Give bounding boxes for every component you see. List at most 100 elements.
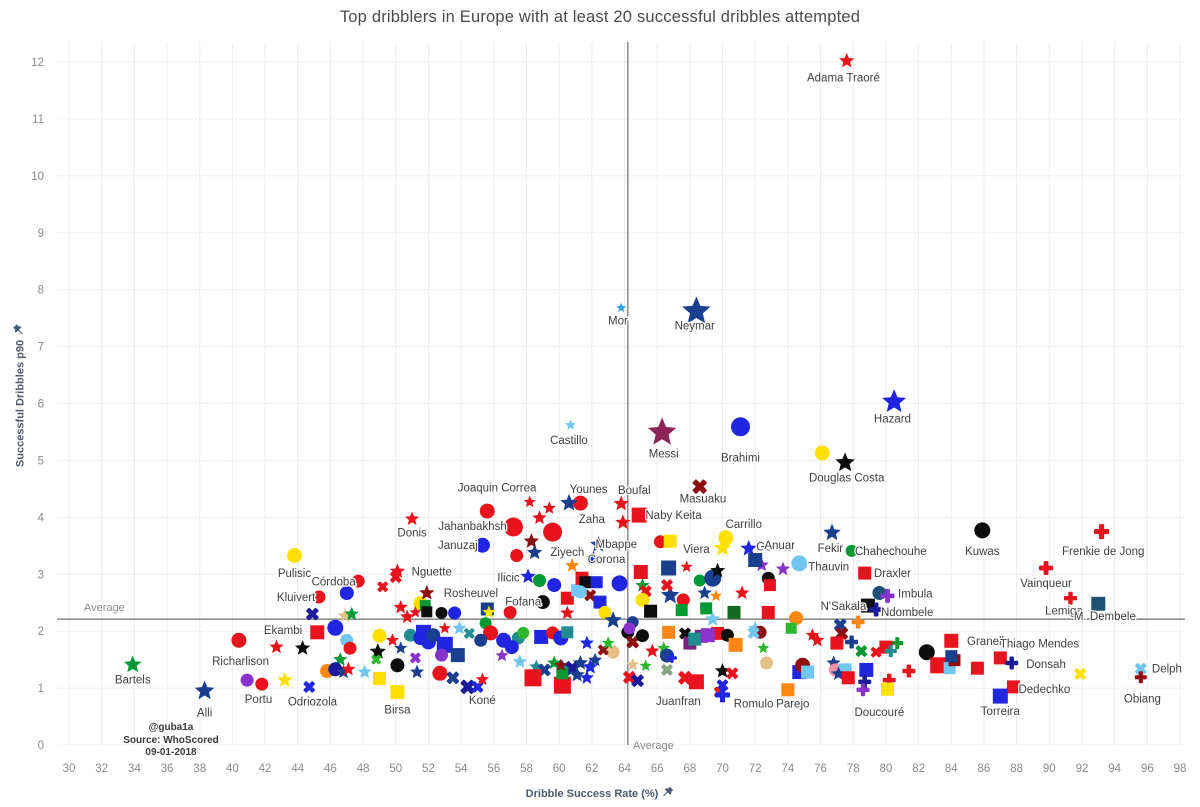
player-marker[interactable]: [1006, 680, 1020, 694]
data-point[interactable]: [881, 682, 894, 696]
data-point[interactable]: [763, 579, 776, 592]
data-point[interactable]: [560, 591, 574, 605]
data-point[interactable]: [676, 624, 694, 642]
data-point[interactable]: [482, 605, 496, 618]
player-marker[interactable]: [791, 555, 808, 572]
player-marker[interactable]: [856, 683, 870, 697]
data-point[interactable]: [810, 632, 825, 647]
data-point[interactable]: [523, 495, 536, 508]
player-marker[interactable]: [845, 544, 858, 557]
data-point[interactable]: [620, 667, 640, 687]
data-point[interactable]: [680, 560, 693, 573]
data-point[interactable]: [709, 562, 726, 578]
data-point[interactable]: [517, 626, 530, 639]
data-point[interactable]: [601, 636, 615, 649]
data-point[interactable]: [452, 620, 467, 635]
player-marker[interactable]: [682, 296, 711, 324]
data-point[interactable]: [830, 615, 850, 635]
data-point[interactable]: [789, 611, 804, 626]
data-point[interactable]: [579, 635, 595, 650]
data-point[interactable]: [688, 674, 704, 690]
data-point[interactable]: [674, 667, 695, 688]
player-marker[interactable]: [974, 522, 991, 539]
data-point[interactable]: [705, 611, 721, 626]
data-point[interactable]: [419, 600, 431, 612]
data-point[interactable]: [814, 445, 830, 461]
data-point[interactable]: [503, 605, 517, 619]
data-point[interactable]: [573, 585, 587, 599]
data-point[interactable]: [565, 558, 580, 572]
data-point[interactable]: [676, 593, 690, 607]
pin-icon[interactable]: [662, 786, 674, 801]
data-point[interactable]: [409, 606, 422, 618]
player-marker[interactable]: [389, 563, 406, 578]
data-point[interactable]: [675, 604, 688, 617]
player-marker[interactable]: [123, 655, 142, 673]
data-point[interactable]: [553, 676, 571, 694]
data-point[interactable]: [474, 633, 488, 647]
player-marker[interactable]: [231, 632, 247, 648]
data-point[interactable]: [255, 677, 269, 691]
data-point[interactable]: [945, 650, 958, 663]
data-point[interactable]: [461, 625, 478, 642]
data-point[interactable]: [714, 662, 731, 678]
data-point[interactable]: [727, 605, 741, 619]
data-point[interactable]: [700, 602, 713, 615]
data-point[interactable]: [658, 661, 676, 679]
player-marker[interactable]: [647, 417, 677, 445]
data-point[interactable]: [661, 560, 677, 576]
data-point[interactable]: [645, 643, 660, 658]
data-point[interactable]: [372, 671, 386, 685]
player-marker[interactable]: [419, 584, 435, 600]
data-point[interactable]: [868, 644, 885, 661]
data-point[interactable]: [604, 611, 622, 628]
data-point[interactable]: [579, 670, 595, 684]
data-point[interactable]: [456, 676, 479, 699]
data-point[interactable]: [409, 664, 425, 679]
player-marker[interactable]: [240, 673, 254, 687]
data-point[interactable]: [294, 640, 311, 655]
data-point[interactable]: [556, 667, 569, 680]
data-point[interactable]: [369, 643, 386, 659]
data-point[interactable]: [390, 658, 405, 673]
data-point[interactable]: [801, 665, 814, 679]
data-point[interactable]: [542, 501, 556, 514]
data-point[interactable]: [413, 631, 428, 645]
data-point[interactable]: [623, 622, 636, 635]
data-point[interactable]: [606, 645, 620, 659]
data-point[interactable]: [757, 641, 770, 654]
player-marker[interactable]: [590, 536, 607, 552]
data-point[interactable]: [644, 604, 658, 618]
data-point[interactable]: [443, 668, 463, 688]
data-point[interactable]: [432, 665, 448, 681]
data-point[interactable]: [374, 578, 391, 595]
player-marker[interactable]: [713, 538, 732, 556]
data-point[interactable]: [385, 633, 400, 646]
player-marker[interactable]: [474, 537, 490, 553]
player-marker[interactable]: [613, 495, 629, 511]
data-point[interactable]: [438, 621, 451, 634]
data-point[interactable]: [663, 534, 677, 548]
player-marker[interactable]: [1091, 596, 1106, 611]
data-point[interactable]: [512, 654, 528, 668]
player-marker[interactable]: [565, 419, 577, 430]
player-marker[interactable]: [731, 417, 750, 437]
player-marker[interactable]: [615, 514, 631, 530]
player-marker[interactable]: [503, 517, 523, 537]
data-point[interactable]: [728, 637, 743, 652]
data-point[interactable]: [697, 585, 712, 600]
player-marker[interactable]: [839, 52, 855, 68]
data-point[interactable]: [277, 672, 293, 687]
data-point[interactable]: [333, 652, 348, 666]
player-marker[interactable]: [586, 550, 601, 565]
data-point[interactable]: [884, 645, 897, 658]
data-point[interactable]: [581, 586, 599, 604]
data-point[interactable]: [744, 624, 762, 642]
data-point[interactable]: [666, 652, 677, 663]
data-point[interactable]: [859, 662, 874, 677]
player-marker[interactable]: [1005, 656, 1019, 670]
player-marker[interactable]: [1134, 671, 1147, 684]
data-point[interactable]: [761, 605, 775, 619]
data-point[interactable]: [450, 648, 465, 663]
player-marker[interactable]: [390, 685, 405, 700]
